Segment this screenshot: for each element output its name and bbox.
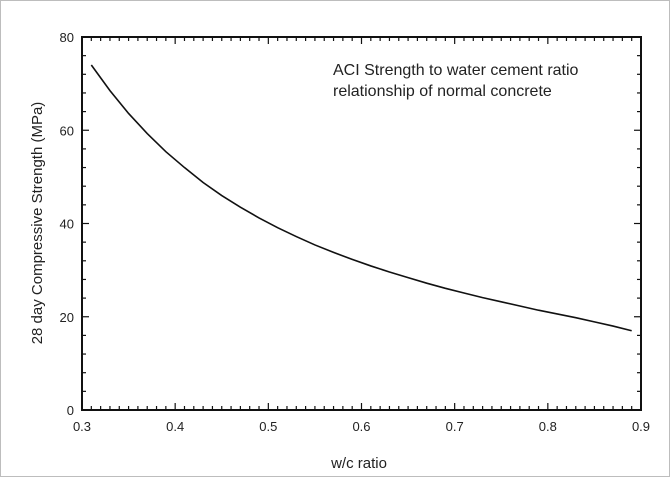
- x-tick-label: 0.8: [539, 419, 557, 434]
- x-tick-label: 0.7: [446, 419, 464, 434]
- y-tick-label: 80: [60, 30, 74, 45]
- y-tick-label: 60: [60, 123, 74, 138]
- x-tick-label: 0.6: [352, 419, 370, 434]
- x-tick-label: 0.5: [259, 419, 277, 434]
- x-axis-title: w/c ratio: [330, 455, 387, 472]
- x-tick-label: 0.3: [73, 419, 91, 434]
- y-tick-label: 20: [60, 310, 74, 325]
- y-tick-label: 0: [67, 403, 74, 418]
- y-axis-title: 28 day Compressive Strength (MPa): [29, 102, 46, 345]
- annotation-line-2: relationship of normal concrete: [333, 83, 552, 100]
- y-tick-label: 40: [60, 217, 74, 232]
- tick-marks: [81, 36, 642, 411]
- series-line: [90, 64, 632, 332]
- annotation-line-1: ACI Strength to water cement ratio: [333, 62, 579, 79]
- x-tick-label: 0.4: [166, 419, 184, 434]
- tick-labels: 0.3 0.4 0.5 0.6 0.7 0.8 0.9 0 20 40 60 80: [60, 30, 651, 434]
- x-tick-label: 0.9: [632, 419, 650, 434]
